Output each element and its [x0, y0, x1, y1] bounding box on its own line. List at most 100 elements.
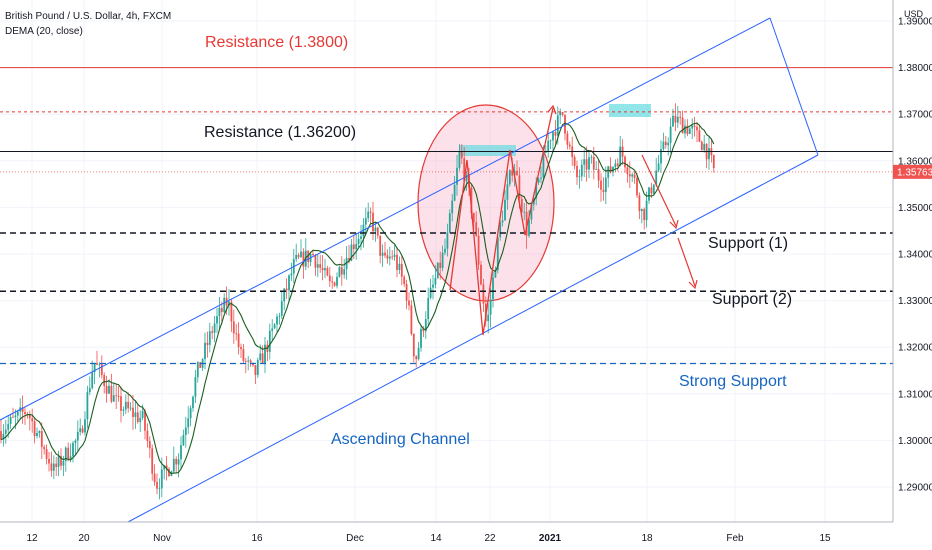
candle-body	[189, 408, 192, 419]
candle-body	[460, 151, 463, 159]
candle-body	[549, 140, 552, 142]
candle-body	[602, 189, 605, 193]
candle-body	[249, 360, 252, 363]
candle-body	[590, 156, 593, 158]
candle-body	[187, 418, 190, 428]
symbol-title[interactable]: British Pound / U.S. Dollar, 4h, FXCM	[5, 11, 172, 22]
candle-body	[256, 360, 259, 375]
candle-body	[516, 170, 518, 176]
candle-body	[681, 117, 684, 134]
time-tick-label: Nov	[153, 533, 171, 544]
candle-body	[477, 235, 480, 265]
candle-body	[67, 447, 70, 460]
candle-body	[540, 177, 542, 179]
candle-body	[295, 254, 298, 260]
candle-body	[408, 300, 410, 306]
candle-body	[228, 301, 230, 306]
price-tick-label: 1.31000	[898, 389, 932, 400]
candle-body	[628, 174, 631, 177]
candle-body	[691, 125, 694, 129]
candle-body	[439, 262, 442, 268]
candle-body	[7, 423, 10, 430]
candle-body	[86, 392, 89, 420]
price-tick-label: 1.38000	[898, 63, 932, 74]
candle-body	[348, 258, 350, 261]
candle-body	[424, 319, 427, 332]
candle-body	[372, 212, 374, 232]
candle-body	[300, 251, 302, 258]
candle-body	[64, 447, 67, 462]
candle-body	[261, 353, 264, 364]
candle-body	[398, 263, 401, 270]
candle-body	[607, 166, 610, 178]
candle-body	[144, 410, 146, 431]
candle-body	[700, 141, 703, 151]
candle-body	[355, 243, 358, 250]
grid-lines	[0, 0, 893, 522]
candle-body	[180, 445, 182, 460]
price-tick-label: 1.34000	[898, 250, 932, 261]
candle-body	[556, 115, 559, 136]
candle-body	[72, 442, 74, 457]
candle-body	[525, 211, 528, 236]
candle-body	[427, 297, 430, 320]
indicator-legend[interactable]: DEMA (20, close)	[5, 26, 83, 37]
candle-body	[544, 152, 547, 153]
price-axis[interactable]: 1.29000 1.30000 1.31000 1.32000 1.33000 1.340…	[898, 17, 932, 494]
candle-body	[482, 284, 485, 304]
time-tick-label: Dec	[346, 533, 364, 544]
candle-body	[585, 159, 588, 170]
candle-body	[364, 218, 367, 225]
candle-body	[98, 364, 101, 366]
arrow-1-head	[669, 219, 679, 230]
candle-body	[156, 482, 158, 489]
candle-body	[199, 362, 202, 368]
candle-body	[271, 328, 274, 331]
candle-body	[48, 458, 50, 464]
time-tick-label: 18	[641, 533, 653, 544]
candle-body	[619, 146, 622, 166]
candle-body	[345, 258, 348, 270]
candle-body	[55, 463, 58, 467]
candle-body	[81, 428, 84, 433]
candle-body	[600, 180, 602, 190]
candle-body	[609, 166, 612, 173]
candle-body	[664, 141, 667, 146]
candle-body	[496, 237, 499, 271]
candle-body	[165, 465, 168, 469]
candle-body	[276, 316, 278, 325]
candle-body	[712, 155, 715, 169]
candle-body	[52, 463, 55, 471]
time-tick-label: 2021	[539, 533, 562, 544]
candle-body	[388, 256, 391, 259]
support-2-label: Support (2)	[712, 291, 793, 308]
candle-body	[578, 176, 581, 178]
candle-body	[148, 441, 151, 449]
time-axis[interactable]: 12 20 Nov 16 Dec 14 22 2021 18 Feb 15	[26, 533, 831, 544]
candle-body	[141, 410, 144, 418]
candle-body	[223, 297, 226, 313]
candle-body	[508, 170, 511, 185]
price-axis-bg	[893, 0, 932, 522]
price-tick-label: 1.35000	[898, 203, 932, 214]
projection-arrows	[641, 154, 698, 290]
currency-label: USD	[904, 9, 924, 19]
candle-body	[679, 116, 682, 118]
candle-body	[595, 169, 598, 170]
candle-body	[314, 255, 317, 268]
candle-body	[240, 347, 242, 350]
candle-body	[218, 307, 221, 317]
arrow-1-shaft	[641, 154, 677, 227]
zigzag-arrowhead	[547, 104, 557, 115]
candle-body	[369, 211, 372, 213]
candle-body	[151, 448, 154, 474]
candle-body	[112, 395, 115, 402]
time-tick-label: 14	[430, 533, 442, 544]
channel-upper	[0, 17, 771, 421]
candle-body	[631, 174, 634, 177]
candle-body	[559, 111, 562, 116]
candle-body	[676, 116, 679, 123]
highlight-box-right	[609, 104, 651, 117]
candle-body	[62, 461, 65, 466]
